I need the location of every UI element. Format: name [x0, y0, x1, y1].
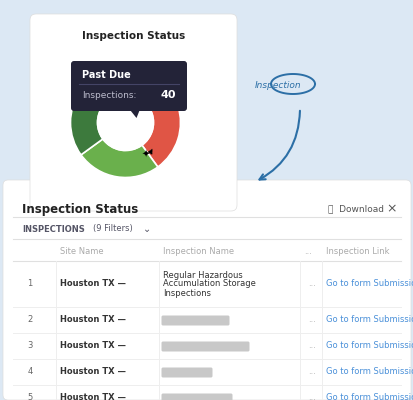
Polygon shape: [128, 108, 140, 118]
Circle shape: [97, 94, 153, 150]
Text: ...: ...: [307, 342, 315, 350]
FancyBboxPatch shape: [30, 14, 236, 211]
Text: ...: ...: [307, 394, 315, 400]
Wedge shape: [81, 78, 109, 106]
FancyBboxPatch shape: [161, 316, 229, 326]
Wedge shape: [70, 90, 102, 155]
Text: ✦: ✦: [141, 150, 149, 160]
Text: Inspection Status: Inspection Status: [22, 202, 138, 216]
Text: (9 Filters): (9 Filters): [93, 224, 133, 234]
Text: Site Name: Site Name: [60, 246, 103, 256]
Text: Houston TX —: Houston TX —: [60, 280, 126, 288]
Text: 40: 40: [160, 90, 176, 100]
FancyBboxPatch shape: [161, 342, 249, 352]
Text: Houston TX —: Houston TX —: [60, 368, 126, 376]
Text: Regular Hazardous: Regular Hazardous: [163, 270, 242, 280]
Text: Inspections:: Inspections:: [82, 90, 136, 100]
Text: INSPECTIONS: INSPECTIONS: [22, 224, 85, 234]
Wedge shape: [93, 68, 125, 100]
Text: Houston TX —: Houston TX —: [60, 316, 126, 324]
Text: 3: 3: [27, 342, 33, 350]
Text: Past Due: Past Due: [82, 70, 131, 80]
Text: Houston TX —: Houston TX —: [60, 394, 126, 400]
Text: Go to form Submission: Go to form Submission: [325, 280, 413, 288]
Text: Inspections: Inspections: [163, 288, 211, 298]
Text: 5: 5: [27, 394, 33, 400]
Text: ...: ...: [307, 280, 315, 288]
Text: Go to form Submission: Go to form Submission: [325, 394, 413, 400]
Text: Go to form Submission: Go to form Submission: [325, 316, 413, 324]
Text: 1: 1: [27, 280, 33, 288]
Text: ⤓  Download: ⤓ Download: [327, 204, 383, 214]
Text: ×: ×: [386, 202, 396, 216]
Text: ...: ...: [303, 246, 311, 256]
Wedge shape: [125, 68, 180, 167]
Text: Inspection Status: Inspection Status: [82, 31, 185, 41]
FancyBboxPatch shape: [3, 180, 410, 400]
Text: Go to form Submission: Go to form Submission: [325, 368, 413, 376]
Wedge shape: [81, 139, 157, 178]
Text: 4: 4: [27, 368, 33, 376]
Text: ...: ...: [307, 368, 315, 376]
Text: Inspection Link: Inspection Link: [325, 246, 389, 256]
Text: Houston TX —: Houston TX —: [60, 342, 126, 350]
Text: 2: 2: [27, 316, 33, 324]
Text: Accumulation Storage: Accumulation Storage: [163, 280, 255, 288]
Text: ▲: ▲: [146, 146, 154, 154]
Text: Inspection: Inspection: [254, 80, 301, 90]
FancyBboxPatch shape: [71, 61, 187, 111]
Text: Go to form Submission: Go to form Submission: [325, 342, 413, 350]
FancyBboxPatch shape: [161, 368, 212, 378]
Text: ...: ...: [307, 316, 315, 324]
FancyBboxPatch shape: [161, 394, 232, 400]
Text: Inspection Name: Inspection Name: [163, 246, 234, 256]
Text: ⌄: ⌄: [142, 224, 151, 234]
